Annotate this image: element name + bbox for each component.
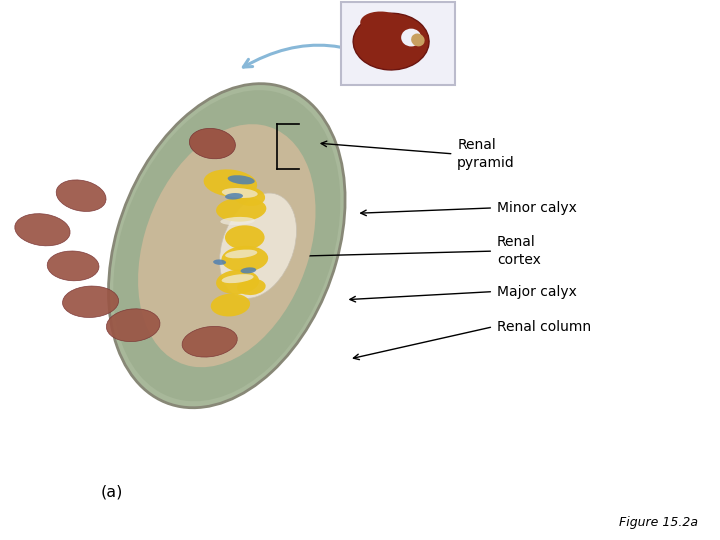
Ellipse shape (138, 124, 315, 367)
Ellipse shape (222, 188, 258, 198)
Ellipse shape (225, 193, 243, 200)
Ellipse shape (220, 217, 255, 225)
Text: Major calyx: Major calyx (497, 285, 577, 299)
Ellipse shape (222, 274, 253, 283)
Ellipse shape (189, 129, 235, 159)
Ellipse shape (228, 175, 255, 185)
Text: Renal
pyramid: Renal pyramid (457, 138, 515, 170)
Ellipse shape (225, 225, 265, 249)
Ellipse shape (56, 180, 106, 212)
Text: Figure 15.2a: Figure 15.2a (619, 516, 698, 529)
Ellipse shape (213, 259, 226, 265)
Ellipse shape (63, 286, 119, 318)
Ellipse shape (109, 84, 345, 408)
Ellipse shape (15, 214, 70, 246)
Ellipse shape (401, 29, 421, 46)
Ellipse shape (360, 11, 405, 36)
Ellipse shape (211, 294, 250, 316)
Text: (a): (a) (100, 484, 123, 500)
Ellipse shape (48, 251, 99, 281)
Ellipse shape (220, 193, 297, 299)
Text: Renal column: Renal column (497, 320, 591, 334)
Ellipse shape (113, 90, 341, 401)
FancyBboxPatch shape (341, 2, 455, 85)
Ellipse shape (237, 279, 266, 295)
Ellipse shape (240, 267, 256, 273)
Ellipse shape (222, 246, 268, 272)
Ellipse shape (182, 326, 238, 357)
Ellipse shape (411, 33, 425, 46)
Ellipse shape (216, 269, 259, 294)
Text: Renal
cortex: Renal cortex (497, 235, 541, 267)
Ellipse shape (216, 197, 266, 222)
Ellipse shape (354, 13, 429, 70)
Ellipse shape (225, 249, 257, 258)
Ellipse shape (233, 187, 265, 206)
Text: Minor calyx: Minor calyx (497, 201, 577, 215)
Ellipse shape (204, 170, 257, 197)
Ellipse shape (107, 309, 160, 342)
